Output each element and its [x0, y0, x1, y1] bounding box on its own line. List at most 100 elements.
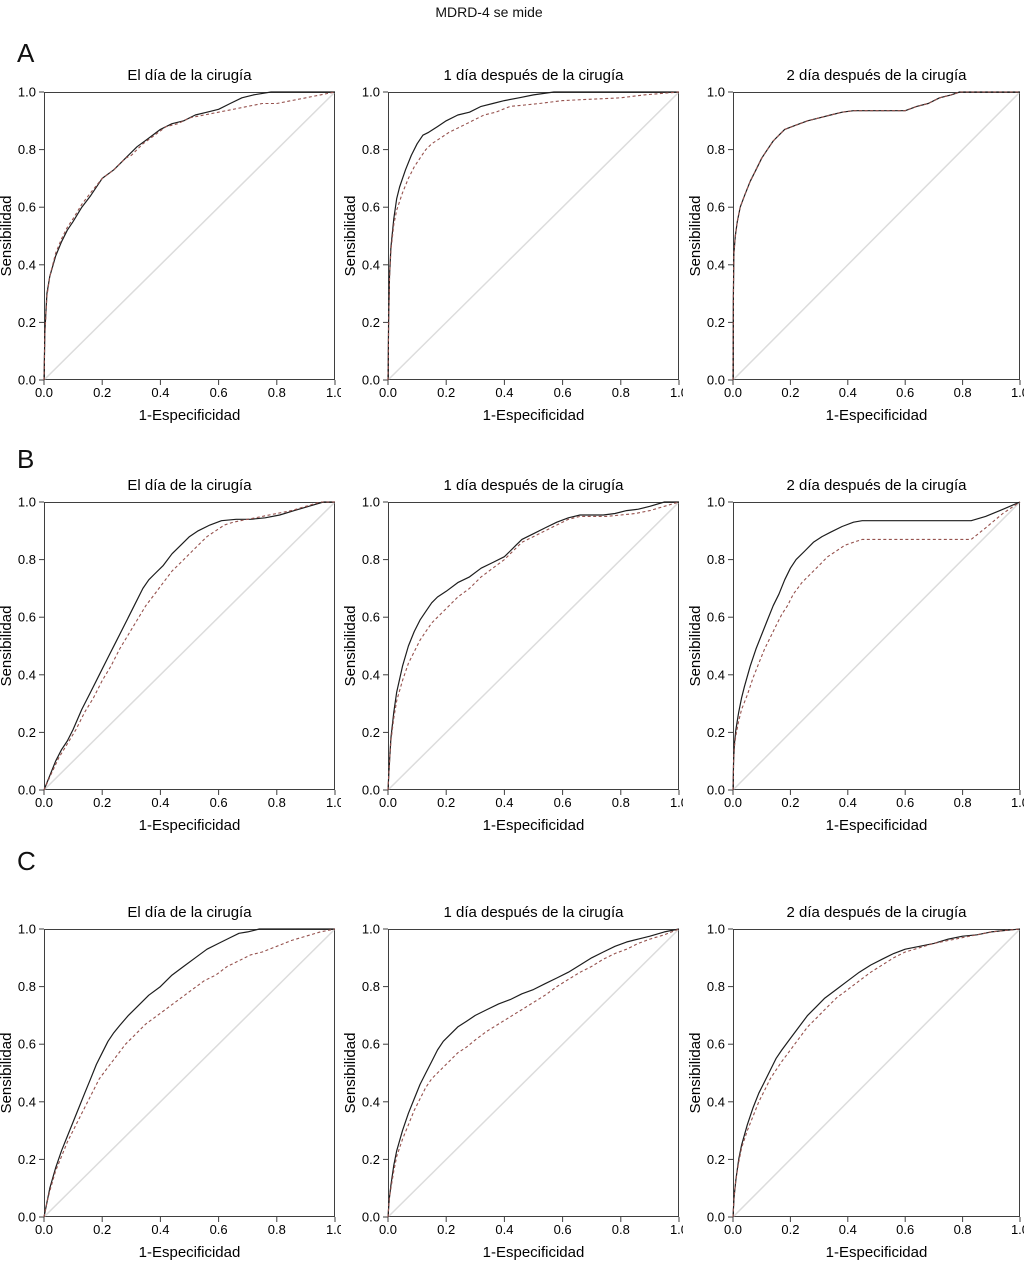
panel-title: 2 día después de la cirugía	[786, 477, 967, 494]
x-axis-label: 1-Especificidad	[139, 1244, 241, 1261]
y-tick-label: 0.6	[707, 1037, 725, 1052]
y-tick-label: 1.0	[18, 495, 36, 510]
x-tick-label: 0.4	[151, 1222, 169, 1237]
y-tick-label: 0.2	[362, 1152, 380, 1167]
plot-box	[732, 92, 1020, 380]
y-tick-label: 0.4	[362, 257, 380, 272]
y-tick-label: 0.6	[362, 610, 380, 625]
x-tick-label: 0.4	[496, 1222, 514, 1237]
x-tick-label: 0.0	[724, 385, 742, 400]
y-tick-label: 0.8	[18, 552, 36, 567]
x-tick-label: 0.2	[93, 385, 111, 400]
y-tick-label: 0.0	[362, 782, 380, 797]
roc-chart-b-day0: El día de la cirugía 0.00.0 0.2 0.2 0.4 0.4 0.…	[0, 477, 341, 834]
y-tick-label: 0.0	[362, 372, 380, 387]
x-tick-label: 0.4	[838, 795, 856, 810]
y-tick-label: 0.0	[707, 782, 725, 797]
row-label-c: C	[17, 846, 36, 876]
y-tick-label: 0.8	[362, 979, 380, 994]
y-tick-label: 0.8	[707, 552, 725, 567]
x-tick-label: 0.4	[496, 385, 514, 400]
roc-curve-dashed	[387, 928, 680, 1218]
x-tick-label: 0.2	[437, 1222, 455, 1237]
x-tick-label: 0.8	[268, 1222, 286, 1237]
y-tick-label: 0.6	[707, 200, 725, 215]
y-tick-label: 0.8	[362, 142, 380, 157]
roc-curve-dashed	[43, 91, 336, 381]
x-tick-label: 0.0	[35, 385, 53, 400]
roc-chart-b-day1: 1 día después de la cirugía 0.00.0 0.2 0.2 0…	[342, 477, 682, 834]
x-tick-label: 0.6	[554, 385, 572, 400]
y-tick-label: 1.0	[362, 922, 380, 937]
y-tick-label: 0.6	[18, 610, 36, 625]
x-tick-label: 0.4	[151, 385, 169, 400]
roc-chart-a-day1: 1 día después de la cirugía 0.00.0 0.2 0.2 0…	[342, 67, 682, 424]
figure-title: MDRD-4 se mide	[435, 4, 543, 20]
x-tick-label: 0.8	[268, 385, 286, 400]
x-tick-label: 0.0	[35, 1222, 53, 1237]
panel-title: El día de la cirugía	[127, 67, 252, 84]
y-tick-label: 0.6	[18, 1037, 36, 1052]
y-tick-label: 0.2	[18, 725, 36, 740]
y-axis-label: Sensibilidad	[687, 196, 704, 277]
x-tick-label: 0.8	[612, 1222, 630, 1237]
x-tick-label: 1.0	[326, 385, 341, 400]
roc-curve-dashed	[387, 501, 680, 791]
x-tick-label: 0.6	[210, 1222, 228, 1237]
x-tick-label: 0.2	[781, 795, 799, 810]
reference-diagonal	[44, 502, 335, 790]
y-tick-label: 0.8	[18, 142, 36, 157]
x-tick-label: 0.2	[781, 385, 799, 400]
y-tick-label: 0.8	[362, 552, 380, 567]
reference-diagonal	[733, 929, 1020, 1217]
x-tick-label: 0.4	[838, 1222, 856, 1237]
y-tick-label: 0.6	[362, 200, 380, 215]
x-tick-label: 1.0	[1011, 385, 1024, 400]
y-tick-label: 0.2	[707, 725, 725, 740]
y-axis-label: Sensibilidad	[687, 1033, 704, 1114]
x-tick-label: 0.8	[612, 385, 630, 400]
x-tick-label: 0.4	[151, 795, 169, 810]
x-axis-label: 1-Especificidad	[139, 407, 241, 424]
x-tick-label: 0.8	[612, 795, 630, 810]
x-tick-label: 0.2	[93, 795, 111, 810]
x-tick-label: 0.2	[437, 795, 455, 810]
roc-curve-solid	[732, 928, 1020, 1218]
x-tick-label: 1.0	[670, 1222, 682, 1237]
reference-diagonal	[44, 929, 335, 1217]
plot-box	[388, 92, 680, 380]
y-tick-label: 0.2	[18, 315, 36, 330]
y-tick-label: 1.0	[707, 495, 725, 510]
reference-diagonal	[733, 92, 1020, 380]
y-tick-label: 0.2	[362, 725, 380, 740]
plot-box	[43, 92, 335, 380]
y-tick-label: 0.0	[707, 1209, 725, 1224]
reference-diagonal	[388, 92, 679, 380]
plot-box	[43, 502, 335, 790]
x-tick-label: 1.0	[1011, 795, 1024, 810]
y-tick-label: 1.0	[707, 922, 725, 937]
roc-curve-dashed	[43, 501, 335, 791]
panel-title: 1 día después de la cirugía	[444, 904, 625, 921]
x-tick-label: 0.0	[379, 795, 397, 810]
x-tick-label: 0.6	[896, 1222, 914, 1237]
roc-chart-c-day2: 2 día después de la cirugía 0.00.0 0.2 0.2 0…	[687, 904, 1024, 1261]
roc-curve-solid	[387, 91, 680, 381]
roc-chart-a-day0: El día de la cirugía 0.00.0 0.2 0.2 0.4 0.4 0.…	[0, 67, 341, 424]
y-tick-label: 0.0	[18, 372, 36, 387]
plot-box	[732, 929, 1020, 1217]
roc-chart-c-day1: 1 día después de la cirugía 0.00.0 0.2 0.2 0…	[342, 904, 682, 1261]
roc-curve-solid	[43, 91, 335, 381]
reference-diagonal	[44, 92, 335, 380]
x-tick-label: 0.6	[210, 385, 228, 400]
panel-title: 1 día después de la cirugía	[444, 477, 625, 494]
panel-title: El día de la cirugía	[127, 904, 252, 921]
x-tick-label: 0.6	[210, 795, 228, 810]
x-tick-label: 0.6	[896, 385, 914, 400]
y-tick-label: 1.0	[707, 85, 725, 100]
y-tick-label: 0.2	[707, 315, 725, 330]
reference-diagonal	[388, 929, 679, 1217]
x-tick-label: 1.0	[670, 385, 682, 400]
x-tick-label: 0.0	[379, 385, 397, 400]
y-tick-label: 0.4	[18, 667, 36, 682]
